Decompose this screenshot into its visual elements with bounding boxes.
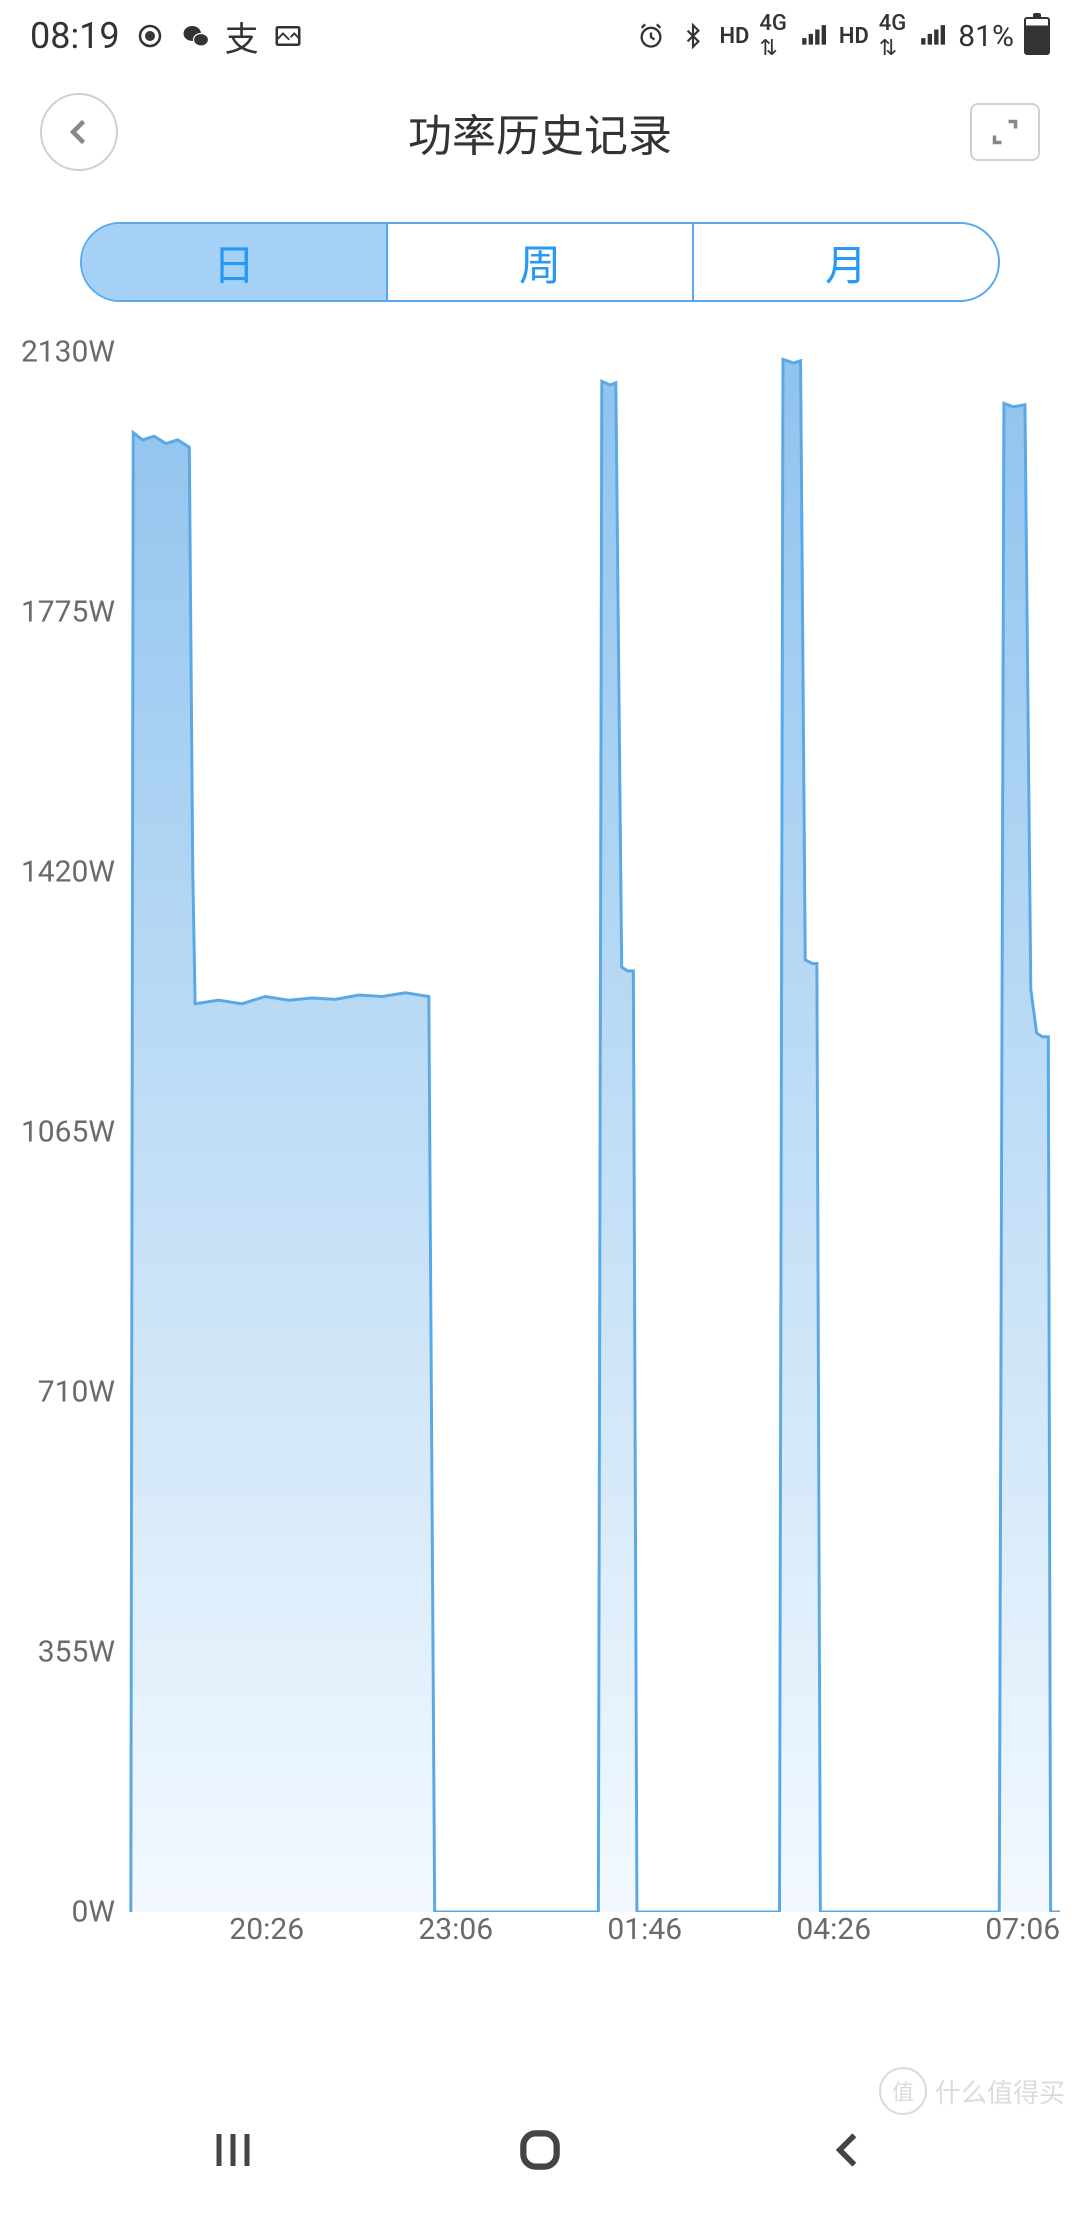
wechat-icon <box>180 20 212 52</box>
status-right: HD 4G⇅ HD 4G⇅ 81% <box>635 11 1050 61</box>
status-bar: 08:19 支 HD 4G⇅ HD 4G⇅ 81% <box>0 0 1080 72</box>
alarm-icon <box>635 20 667 52</box>
podcast-icon <box>134 20 166 52</box>
y-tick-label: 1775W <box>21 595 115 630</box>
y-tick-label: 355W <box>38 1635 115 1670</box>
4g-icon-1: 4G⇅ <box>759 11 787 61</box>
gallery-icon <box>272 20 304 52</box>
x-tick-label: 04:26 <box>796 1912 871 1947</box>
y-axis: 0W355W710W1065W1420W1775W2130W <box>10 352 125 1912</box>
home-button[interactable] <box>500 2110 580 2190</box>
tab-week[interactable]: 周 <box>388 224 694 300</box>
battery-icon <box>1024 17 1050 55</box>
y-tick-label: 2130W <box>21 335 115 370</box>
y-tick-label: 0W <box>72 1895 115 1930</box>
x-axis: 20:26 23:06 01:46 04:26 07:06 <box>125 1912 1070 1952</box>
back-nav-button[interactable] <box>807 2110 887 2190</box>
hd-icon-2: HD <box>839 24 869 49</box>
x-tick-label: 01:46 <box>607 1912 682 1947</box>
status-left: 08:19 支 <box>30 15 304 57</box>
back-button[interactable] <box>40 93 118 171</box>
y-tick-label: 1420W <box>21 855 115 890</box>
hd-icon-1: HD <box>719 24 749 49</box>
y-tick-label: 1065W <box>21 1115 115 1150</box>
recent-apps-button[interactable] <box>193 2110 273 2190</box>
android-nav-bar <box>0 2080 1080 2220</box>
time-range-tabs: 日 周 月 <box>80 222 1000 302</box>
power-history-chart: 0W355W710W1065W1420W1775W2130W 20:2623:0… <box>10 352 1070 1992</box>
page-title: 功率历史记录 <box>408 100 672 164</box>
alipay-icon: 支 <box>226 20 258 52</box>
battery-percent: 81% <box>958 19 1014 54</box>
x-tick-label: 07:06 <box>985 1912 1060 1947</box>
chevron-left-icon <box>61 114 97 150</box>
header: 功率历史记录 <box>0 72 1080 192</box>
chart-svg <box>125 352 1060 1912</box>
status-time: 08:19 <box>30 15 120 57</box>
expand-button[interactable] <box>970 103 1040 161</box>
expand-icon <box>988 118 1022 146</box>
tab-month[interactable]: 月 <box>694 224 998 300</box>
y-tick-label: 710W <box>38 1375 115 1410</box>
x-tick-label: 20:26 <box>229 1912 304 1947</box>
tab-day[interactable]: 日 <box>82 224 388 300</box>
x-tick-label: 23:06 <box>418 1912 493 1947</box>
signal-icon-1 <box>797 20 829 52</box>
signal-icon-2 <box>916 20 948 52</box>
bluetooth-icon <box>677 20 709 52</box>
chart-area[interactable] <box>125 352 1060 1912</box>
4g-icon-2: 4G⇅ <box>879 11 907 61</box>
